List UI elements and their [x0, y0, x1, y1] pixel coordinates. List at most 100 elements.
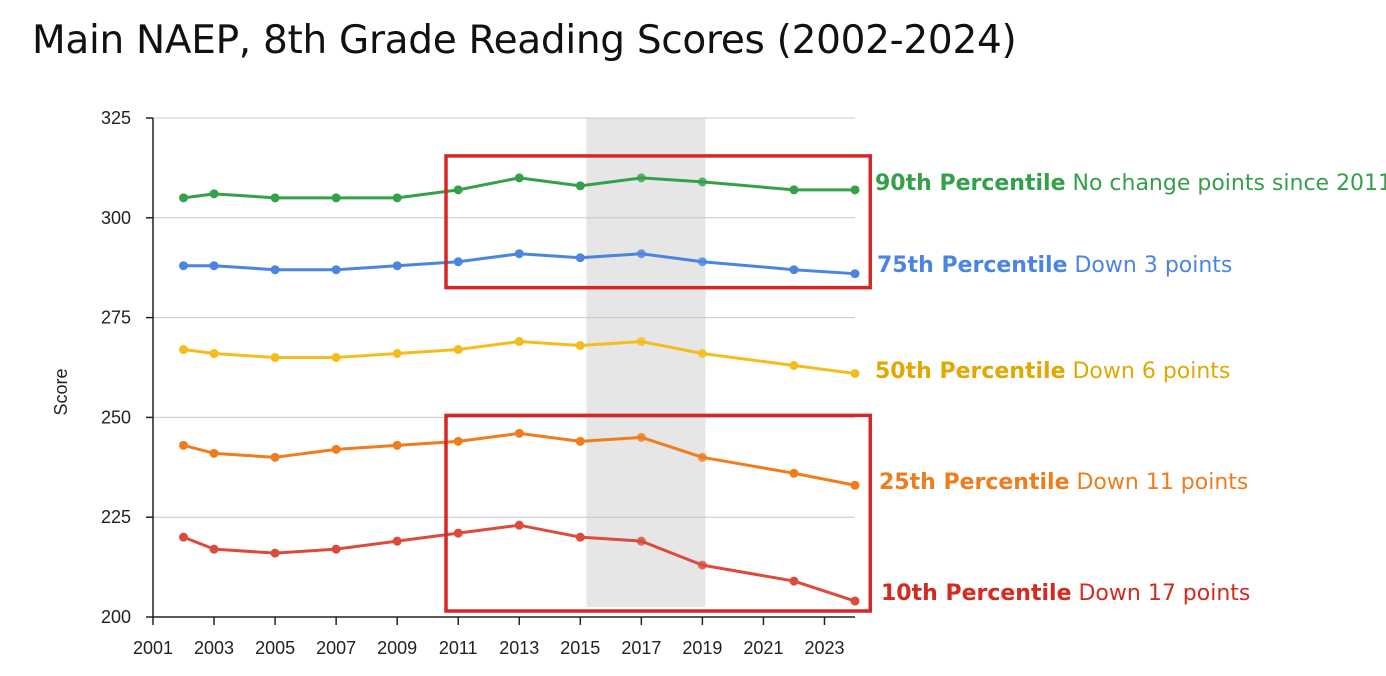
- x-tick-label: 2001: [133, 638, 173, 658]
- y-tick-label: 275: [101, 308, 131, 328]
- annotation-5: 10th Percentile Down 17 points: [881, 581, 1250, 606]
- data-point: [179, 532, 189, 542]
- data-point: [697, 177, 707, 187]
- series-50th-percentile: [179, 337, 860, 378]
- data-point: [636, 337, 646, 347]
- data-point: [209, 261, 219, 271]
- series-line-50th-percentile: [183, 340, 856, 375]
- annotation-3: 50th Percentile Down 6 points: [875, 359, 1230, 384]
- data-point: [392, 261, 402, 271]
- data-point: [850, 596, 860, 606]
- data-point: [514, 173, 524, 183]
- annotation-text: No change points since 2011: [1066, 171, 1386, 196]
- annotation-1: 90th Percentile No change points since 2…: [875, 171, 1386, 196]
- data-point: [575, 341, 585, 351]
- data-point: [514, 337, 524, 347]
- annotation-text: Down 6 points: [1066, 359, 1231, 384]
- x-tick-label: 2009: [377, 638, 417, 658]
- series-line-75th-percentile: [183, 252, 856, 276]
- x-tick-label: 2007: [316, 638, 356, 658]
- data-point: [331, 265, 341, 275]
- shaded-period: [586, 118, 706, 607]
- data-point: [789, 468, 799, 478]
- data-point: [789, 361, 799, 371]
- data-point: [270, 452, 280, 462]
- data-point: [179, 193, 189, 203]
- series-line-10th-percentile: [182, 523, 856, 603]
- x-tick-label: 2019: [682, 638, 722, 658]
- series-line-90th-percentile: [183, 176, 855, 200]
- series-lines: [179, 173, 860, 606]
- y-tick-label: 325: [101, 108, 131, 128]
- data-point: [636, 432, 646, 442]
- data-point: [789, 185, 799, 195]
- data-point: [850, 368, 860, 378]
- data-point: [850, 480, 860, 490]
- data-point: [514, 428, 524, 438]
- data-point: [209, 544, 219, 554]
- data-point: [331, 193, 341, 203]
- data-point: [331, 444, 341, 454]
- data-point: [331, 353, 341, 363]
- data-point: [179, 261, 189, 271]
- highlight-box-1: [444, 154, 873, 290]
- annotation-label: 90th Percentile: [875, 171, 1066, 196]
- y-tick-label: 200: [101, 607, 131, 627]
- series-annotations: 90th Percentile No change points since 2…: [875, 171, 1386, 606]
- x-tick-label: 2021: [743, 638, 783, 658]
- data-point: [270, 265, 280, 275]
- y-axis-ticks: 200 225 250 275 300 325: [101, 108, 153, 627]
- data-point: [392, 536, 402, 546]
- data-point: [697, 560, 707, 570]
- data-point: [209, 189, 219, 199]
- x-tick-label: 2017: [621, 638, 661, 658]
- x-tick-label: 2011: [439, 638, 478, 658]
- data-point: [453, 345, 463, 355]
- series-90th-percentile: [179, 173, 860, 203]
- data-point: [514, 249, 524, 259]
- data-point: [392, 193, 402, 203]
- data-point: [636, 173, 646, 183]
- annotation-label: 10th Percentile: [881, 581, 1072, 606]
- data-point: [789, 265, 799, 275]
- y-axis-label: Score: [51, 368, 71, 415]
- annotation-label: 75th Percentile: [877, 253, 1068, 278]
- data-point: [331, 544, 341, 554]
- x-tick-label: 2015: [560, 638, 600, 658]
- data-point: [697, 349, 707, 359]
- data-point: [575, 181, 585, 191]
- y-tick-label: 225: [101, 507, 131, 527]
- x-tick-label: 2003: [194, 638, 234, 658]
- y-tick-label: 300: [101, 208, 131, 228]
- data-point: [850, 269, 860, 279]
- annotation-text: Down 11 points: [1070, 470, 1249, 495]
- x-tick-label: 2013: [499, 638, 539, 658]
- data-point: [179, 345, 189, 355]
- gridlines: [153, 117, 855, 518]
- data-point: [392, 349, 402, 359]
- annotation-text: Down 3 points: [1068, 253, 1233, 278]
- data-point: [270, 353, 280, 363]
- data-point: [209, 448, 219, 458]
- x-axis-ticks: 2001 2003 2005 2007 2009 2011 2013 2015 2017 2019…: [133, 617, 845, 658]
- data-point: [636, 249, 646, 259]
- series-line-25th-percentile: [183, 431, 856, 487]
- data-point: [209, 349, 219, 359]
- data-point: [575, 253, 585, 263]
- data-point: [270, 548, 280, 558]
- highlight-boxes: [444, 154, 873, 613]
- series-10th-percentile: [179, 520, 860, 606]
- data-point: [575, 436, 585, 446]
- x-tick-label: 2023: [804, 638, 844, 658]
- annotation-label: 50th Percentile: [875, 359, 1066, 384]
- data-point: [453, 528, 463, 538]
- data-point: [636, 536, 646, 546]
- data-point: [453, 436, 463, 446]
- series-25th-percentile: [179, 428, 860, 490]
- data-point: [453, 185, 463, 195]
- shaded-region: [586, 118, 706, 607]
- data-point: [850, 185, 860, 195]
- data-point: [453, 257, 463, 267]
- y-tick-label: 250: [101, 407, 131, 427]
